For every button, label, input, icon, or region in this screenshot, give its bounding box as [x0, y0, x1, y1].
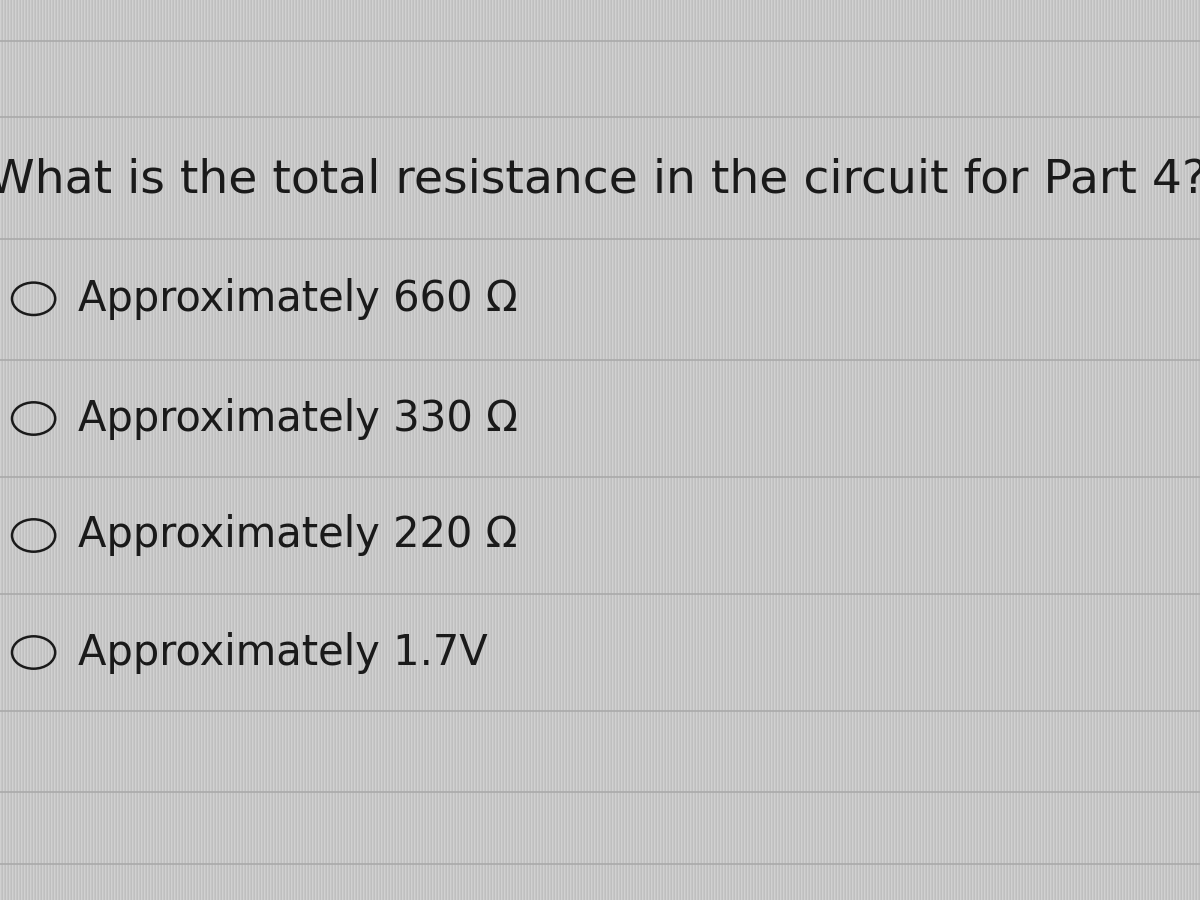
Text: Approximately 330 Ω: Approximately 330 Ω — [78, 398, 518, 439]
Text: Approximately 660 Ω: Approximately 660 Ω — [78, 278, 517, 320]
Text: Approximately 220 Ω: Approximately 220 Ω — [78, 515, 517, 556]
Text: What is the total resistance in the circuit for Part 4?: What is the total resistance in the circ… — [0, 158, 1200, 202]
Text: Approximately 1.7V: Approximately 1.7V — [78, 632, 487, 673]
